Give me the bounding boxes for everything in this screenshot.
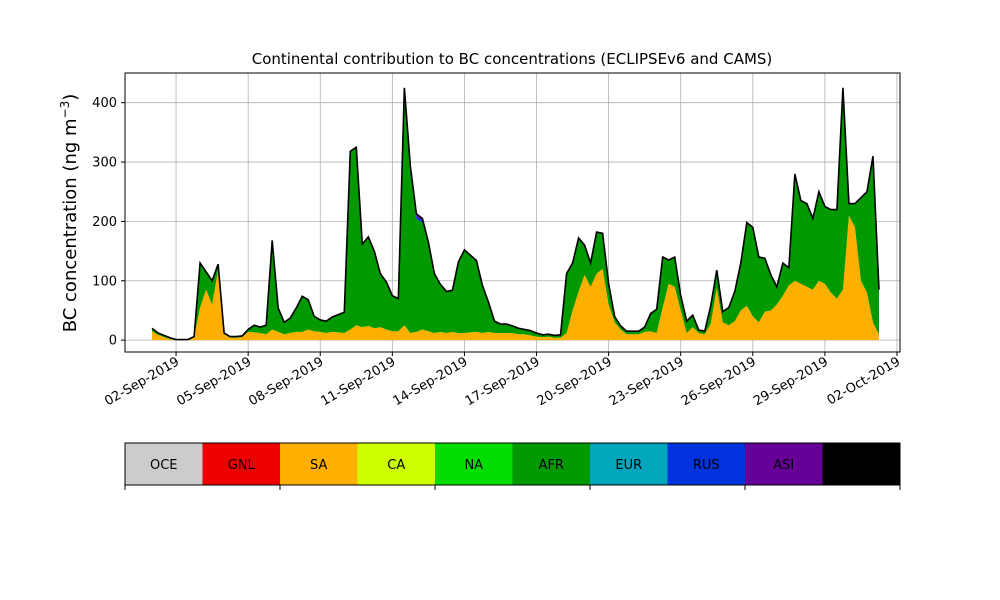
x-tick-label: 11-Sep-2019 xyxy=(319,354,399,409)
x-tick-label: 08-Sep-2019 xyxy=(246,354,326,409)
legend-swatch-na xyxy=(435,443,513,485)
legend-swatch-gnl xyxy=(202,443,280,485)
y-axis-label: BC concentration (ng m−3) xyxy=(58,94,81,333)
legend-label-rus: RUS xyxy=(693,458,720,473)
x-tick-label: 02-Sep-2019 xyxy=(102,354,182,409)
y-axis-label-exponent: −3 xyxy=(58,101,72,119)
x-tick-label: 23-Sep-2019 xyxy=(607,354,687,409)
x-tick-label: 26-Sep-2019 xyxy=(679,354,759,409)
legend-swatch-rus xyxy=(667,443,745,485)
y-tick-label: 0 xyxy=(109,334,117,349)
y-axis-label-close: ) xyxy=(60,94,81,101)
y-tick-label: 400 xyxy=(92,96,117,111)
legend-label-ca: CA xyxy=(387,458,405,473)
x-tick-label: 05-Sep-2019 xyxy=(174,354,254,409)
legend-colorbar: OCE GNL SA CA NA AFR EUR RUS ASI AUS xyxy=(124,442,901,490)
legend-swatch-eur xyxy=(590,443,668,485)
legend-label-oce: OCE xyxy=(150,458,178,473)
legend-swatch-afr xyxy=(512,443,590,485)
x-tick-label: 02-Oct-2019 xyxy=(825,354,903,408)
legend-label-aus: AUS xyxy=(848,458,875,473)
y-axis: 0 100 200 300 400 xyxy=(92,96,125,349)
legend-label-sa: SA xyxy=(310,458,327,473)
legend-swatch-aus xyxy=(822,443,900,485)
legend-label-na: NA xyxy=(464,458,483,473)
legend-swatch-ca xyxy=(357,443,435,485)
y-tick-label: 300 xyxy=(92,156,117,171)
legend-swatch-sa xyxy=(280,443,358,485)
total-outline xyxy=(151,87,880,341)
area-afr xyxy=(152,87,879,341)
x-tick-label: 14-Sep-2019 xyxy=(391,354,471,409)
chart-title: Continental contribution to BC concentra… xyxy=(252,50,773,68)
legend-label-eur: EUR xyxy=(615,458,642,473)
legend-frame xyxy=(124,442,901,486)
stacked-areas xyxy=(152,87,879,341)
area-sa xyxy=(152,215,879,341)
legend-label-asi: ASI xyxy=(773,458,794,473)
y-tick-label: 100 xyxy=(92,274,117,289)
legend-label-afr: AFR xyxy=(539,458,564,473)
x-axis: 02-Sep-201905-Sep-201908-Sep-201911-Sep-… xyxy=(102,352,903,409)
y-tick-label: 200 xyxy=(92,215,117,230)
legend-swatch-oce xyxy=(125,443,203,485)
plot-frame xyxy=(124,72,901,353)
legend-swatch-asi xyxy=(745,443,823,485)
x-tick-label: 20-Sep-2019 xyxy=(535,354,615,409)
x-tick-label: 17-Sep-2019 xyxy=(463,354,543,409)
x-tick-label: 29-Sep-2019 xyxy=(751,354,831,409)
legend-label-gnl: GNL xyxy=(228,458,256,473)
